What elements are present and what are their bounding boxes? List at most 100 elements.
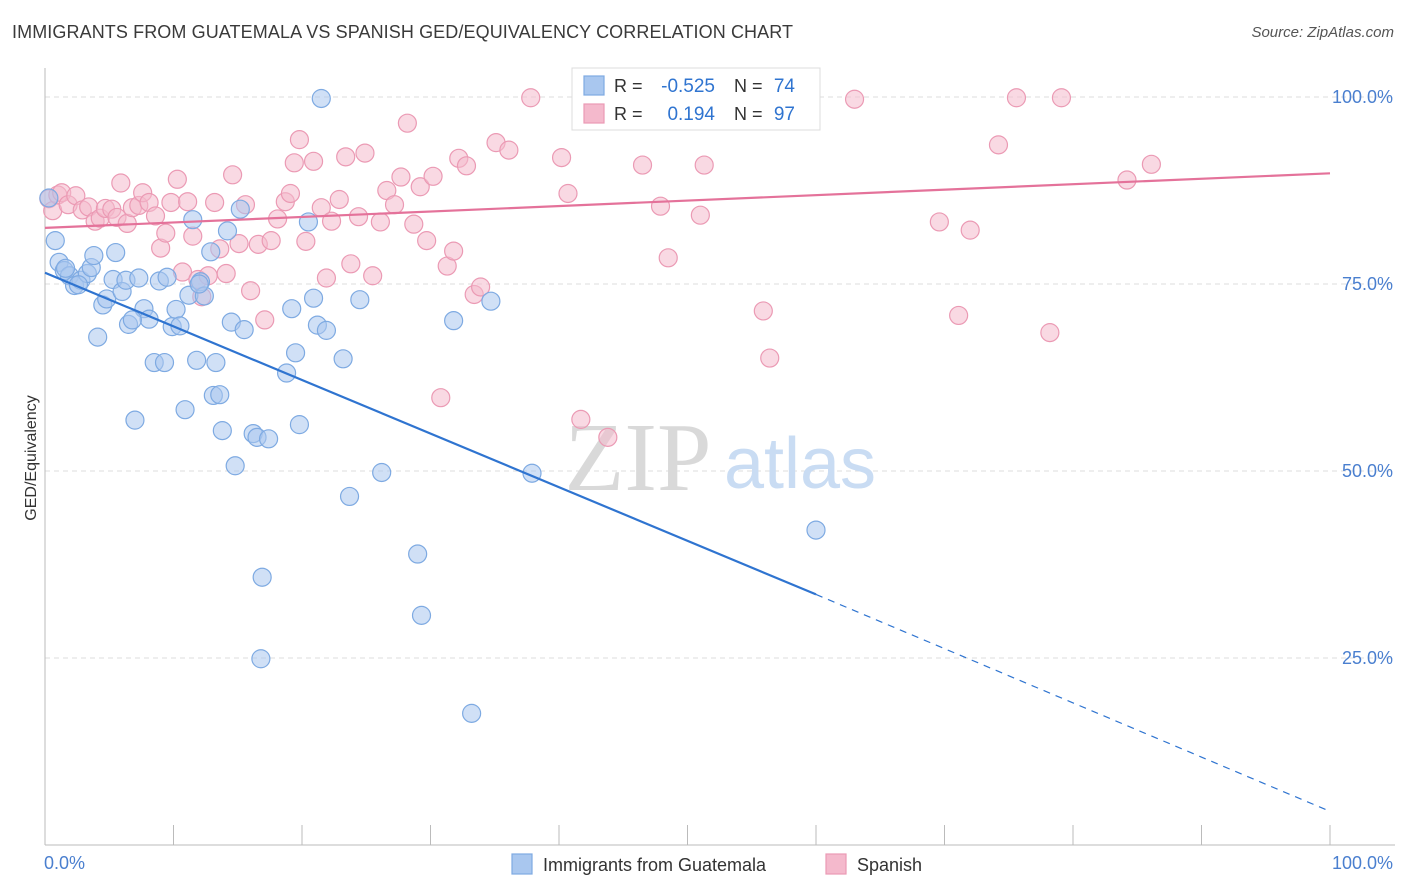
spanish-point [658,248,678,268]
guatemala-point [372,462,392,483]
spanish-point [551,147,572,168]
spanish-point [229,234,249,254]
guatemala-point [350,290,370,310]
guatemala-point [217,221,238,241]
guatemala-point [285,343,306,363]
guatemala-point [339,486,360,507]
spanish-point [417,231,437,251]
stats-r-label-1: R = [614,76,643,96]
legend-pink-swatch [825,853,847,875]
guatemala-point [55,258,76,278]
guatemala-point [311,88,331,109]
spanish-point [316,268,337,288]
watermark-atlas: atlas [724,424,876,504]
guatemala-point [122,310,142,330]
y-tick-label: 100.0% [1332,87,1393,107]
y-axis-label: GED/Equivalency [23,395,40,520]
guatemala-point [187,350,207,370]
spanish-point [521,88,541,108]
guatemala-trend-extension [815,593,1331,812]
guatemala-point [157,267,177,287]
guatemala-point [252,567,272,587]
spanish-point [988,135,1009,155]
spanish-point [355,143,375,163]
bottom-legend: Immigrants from Guatemala Spanish [511,853,922,875]
spanish-point [363,266,383,286]
stats-n-label-1: N = [734,76,763,96]
spanish-point [397,113,417,133]
spanish-point [156,223,176,243]
spanish-point [183,226,203,246]
spanish-point [391,167,411,187]
guatemala-point [230,199,250,219]
guatemala-point [289,415,310,435]
spanish-point [456,156,477,176]
watermark: ZIP atlas [565,404,877,512]
stats-r-value-2: 0.194 [667,104,715,125]
spanish-point [280,183,301,204]
y-tick-label: 75.0% [1342,274,1393,294]
spanish-point [444,241,464,261]
guatemala-point [189,274,209,294]
spanish-point [1141,154,1161,174]
guatemala-point [225,456,245,476]
guatemala-trend-line [44,271,817,596]
x-tick-label: 0.0% [44,853,85,873]
guatemala-point [444,311,464,331]
guatemala-point [88,327,108,347]
spanish-point [404,214,424,234]
spanish-point [255,310,275,330]
spanish-point [384,195,405,215]
spanish-point [753,301,773,321]
guatemala-point [411,605,432,625]
spanish-point [284,153,304,173]
spanish-point [223,165,243,185]
guatemala-point [84,245,104,266]
guatemala-point [303,288,324,308]
guatemala-point [408,544,428,564]
spanish-point [431,388,451,408]
spanish-point [111,173,131,193]
spanish-point [423,166,443,186]
spanish-point [303,151,324,171]
legend-blue-swatch [511,853,533,875]
guatemala-point [212,421,232,441]
spanish-point [289,130,310,150]
spanish-point [1006,88,1027,108]
spanish-point [348,207,369,227]
stats-pink-swatch [583,103,605,124]
spanish-point [690,205,710,225]
legend-guatemala-label: Immigrants from Guatemala [543,855,767,875]
guatemala-point [45,231,65,251]
stats-n-value-1: 74 [774,76,796,97]
spanish-point [167,169,187,189]
stats-n-label-2: N = [734,104,763,124]
spanish-point [261,231,281,251]
guatemala-point [206,352,226,373]
y-tick-label: 50.0% [1342,461,1393,481]
guatemala-point [166,299,186,320]
guatemala-point [125,410,145,430]
guatemala-point [806,520,826,540]
guatemala-point [129,268,149,288]
guatemala-point [201,242,221,262]
guatemala-point [154,352,175,373]
guatemala-point [106,242,126,263]
spanish-point [1117,170,1137,190]
spanish-point [410,177,430,197]
spanish-point [650,196,671,216]
axes [44,68,1395,846]
guatemala-point [462,703,482,723]
guatemala-point [333,349,353,369]
spanish-point [370,212,390,232]
stats-r-label-2: R = [614,104,643,124]
guatemala-point [210,385,230,405]
guatemala-point [234,320,254,340]
guatemala-point [258,429,279,449]
stats-n-value-2: 97 [774,104,795,125]
spanish-point [929,212,949,232]
stats-blue-swatch [583,75,605,96]
spanish-point [216,263,236,284]
stats-legend: R = -0.525 N = 74 R = 0.194 N = 97 [571,67,821,131]
spanish-point [694,155,714,175]
